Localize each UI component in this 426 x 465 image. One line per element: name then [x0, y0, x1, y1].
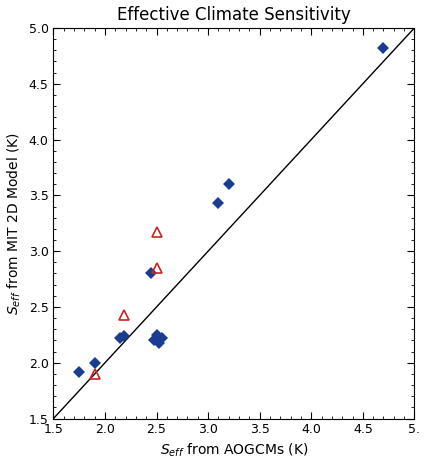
Title: Effective Climate Sensitivity: Effective Climate Sensitivity	[117, 6, 351, 24]
Y-axis label: $S_{eff}$ from MIT 2D Model (K): $S_{eff}$ from MIT 2D Model (K)	[6, 132, 23, 315]
X-axis label: $S_{eff}$ from AOGCMs (K): $S_{eff}$ from AOGCMs (K)	[160, 442, 308, 459]
